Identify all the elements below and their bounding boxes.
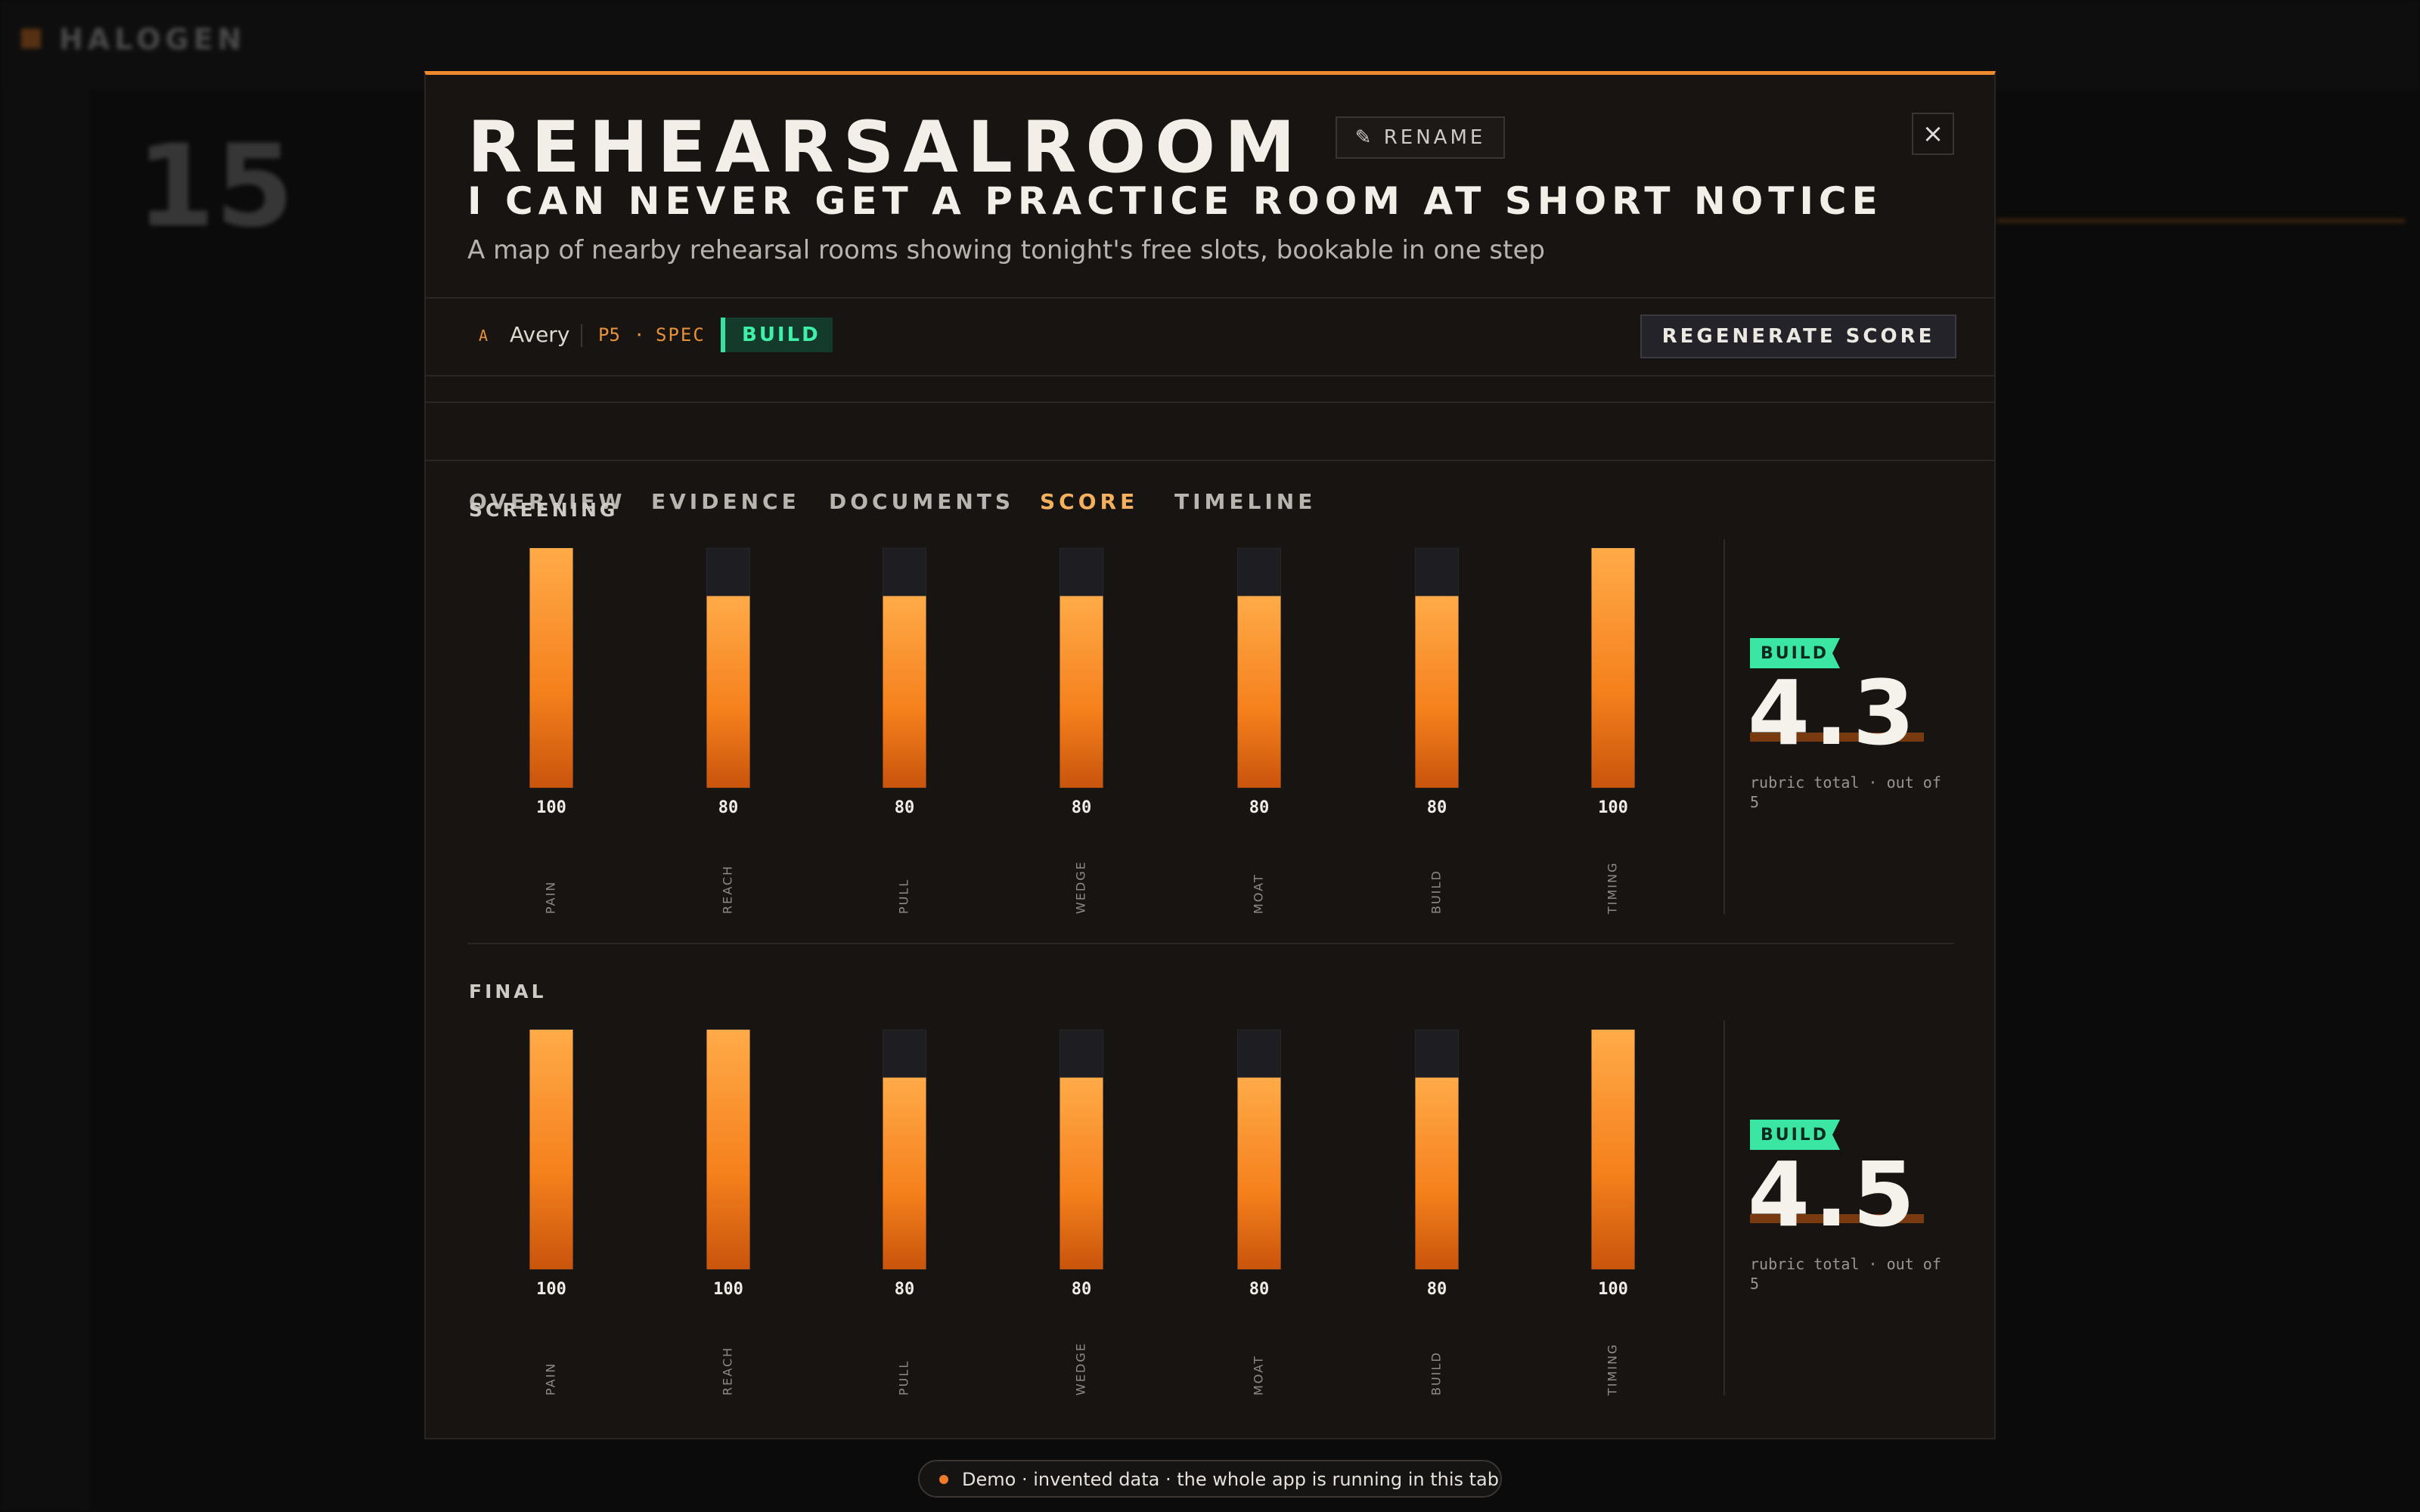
value-label: 100: [1598, 1280, 1628, 1299]
total-score: 4.3: [1748, 661, 1919, 765]
category-label: PULL: [897, 878, 911, 914]
total-badge: BUILD: [1761, 644, 1829, 663]
total-underline: [1750, 733, 1924, 742]
sparkline: [1996, 189, 2405, 222]
total-note-line: rubric total · out of: [1750, 773, 1941, 792]
category-label: MOAT: [1252, 873, 1266, 914]
status-dot: [939, 1475, 948, 1484]
score-modal: REHEARSALROOM ✎ RENAME × I CAN NEVER GET…: [424, 71, 1996, 1439]
bar: [883, 1077, 926, 1269]
demo-notice: Demo · invented data · the whole app is …: [918, 1460, 1502, 1498]
category-label: REACH: [721, 1346, 735, 1396]
tab[interactable]: SCORE: [1040, 489, 1139, 514]
value-label: 80: [718, 798, 739, 817]
section-label: SCREENING: [469, 499, 618, 521]
total-note-line: 5: [1750, 793, 1759, 811]
bar: [883, 596, 926, 788]
total-note-line: rubric total · out of: [1750, 1255, 1941, 1273]
value-label: 80: [1249, 1280, 1270, 1299]
tab[interactable]: EVIDENCE: [651, 489, 800, 514]
category-label: BUILD: [1429, 869, 1444, 914]
divider: [426, 375, 1994, 376]
value-label: 80: [1072, 1280, 1092, 1299]
subtitle: I CAN NEVER GET A PRACTICE ROOM AT SHORT…: [467, 179, 1883, 223]
bar: [1415, 596, 1459, 788]
score-charts: SCREENING 100 PAIN 80 REACH 80 PULL 80 WEDGE 80 MO…: [469, 499, 1941, 1396]
total-underline: [1750, 1214, 1924, 1223]
bar: [529, 1030, 573, 1269]
bar: [1237, 1077, 1281, 1269]
rename-button[interactable]: ✎ RENAME: [1336, 116, 1505, 159]
total-note: rubric total · out of 5: [1750, 1255, 1941, 1293]
category-label: WEDGE: [1074, 860, 1088, 914]
value-label: 100: [536, 1280, 566, 1299]
category-label: TIMING: [1606, 1343, 1620, 1396]
meta-dot: ·: [634, 324, 645, 345]
count: 15: [136, 121, 294, 253]
tab[interactable]: OVERVIEW: [469, 489, 626, 514]
bar: [529, 548, 573, 788]
owner: Avery: [510, 322, 570, 347]
bar: [706, 596, 750, 788]
close-button[interactable]: ×: [1912, 113, 1954, 155]
category-label: REACH: [721, 865, 735, 914]
bar: [1591, 1030, 1635, 1269]
demo-notice-text: Demo · invented data · the whole app is …: [962, 1469, 1499, 1490]
phase: P5: [598, 324, 620, 345]
value-label: 80: [895, 1280, 915, 1299]
divider: [467, 943, 1954, 944]
category-label: TIMING: [1606, 862, 1620, 915]
logo: [21, 29, 41, 48]
divider: [426, 460, 1994, 461]
bar: [1591, 548, 1635, 788]
regenerate-button[interactable]: REGENERATE SCORE: [1640, 314, 1956, 358]
value-label: 80: [1072, 798, 1092, 817]
category-label: BUILD: [1429, 1351, 1444, 1396]
category-label: PAIN: [544, 1362, 558, 1396]
stage-badge: BUILD: [721, 318, 833, 352]
bar: [1415, 1077, 1459, 1269]
brand: HALOGEN: [59, 23, 247, 56]
title: REHEARSALROOM: [467, 107, 1305, 189]
owner-initial: A: [479, 327, 489, 345]
bar: [1237, 596, 1281, 788]
value-label: 100: [536, 798, 566, 817]
category-label: MOAT: [1252, 1355, 1266, 1396]
tab[interactable]: DOCUMENTS: [829, 489, 1015, 514]
separator: [581, 324, 582, 347]
value-label: 80: [1427, 798, 1447, 817]
value-label: 80: [1427, 1280, 1447, 1299]
value-label: 100: [1598, 798, 1628, 817]
divider: [426, 401, 1994, 403]
total-score: 4.5: [1748, 1142, 1919, 1247]
description: A map of nearby rehearsal rooms showing …: [467, 235, 1545, 265]
category-label: PULL: [897, 1360, 911, 1396]
category-label: PAIN: [544, 881, 558, 914]
sidebar: [0, 91, 91, 1512]
bar: [1060, 1077, 1103, 1269]
value-label: 80: [1249, 798, 1270, 817]
total-badge-shape: [1750, 638, 1840, 668]
value-label: 100: [713, 1280, 743, 1299]
divider: [426, 297, 1994, 299]
bar: [1060, 596, 1103, 788]
total-note: rubric total · out of 5: [1750, 773, 1941, 811]
total-badge: BUILD: [1761, 1126, 1829, 1145]
tab[interactable]: TIMELINE: [1174, 489, 1317, 514]
total-note-line: 5: [1750, 1275, 1759, 1293]
value-label: 80: [895, 798, 915, 817]
section-label: FINAL: [469, 981, 547, 1002]
total-badge-shape: [1750, 1120, 1840, 1150]
stage: SPEC: [656, 324, 706, 345]
category-label: WEDGE: [1074, 1342, 1088, 1396]
bar: [706, 1030, 750, 1269]
